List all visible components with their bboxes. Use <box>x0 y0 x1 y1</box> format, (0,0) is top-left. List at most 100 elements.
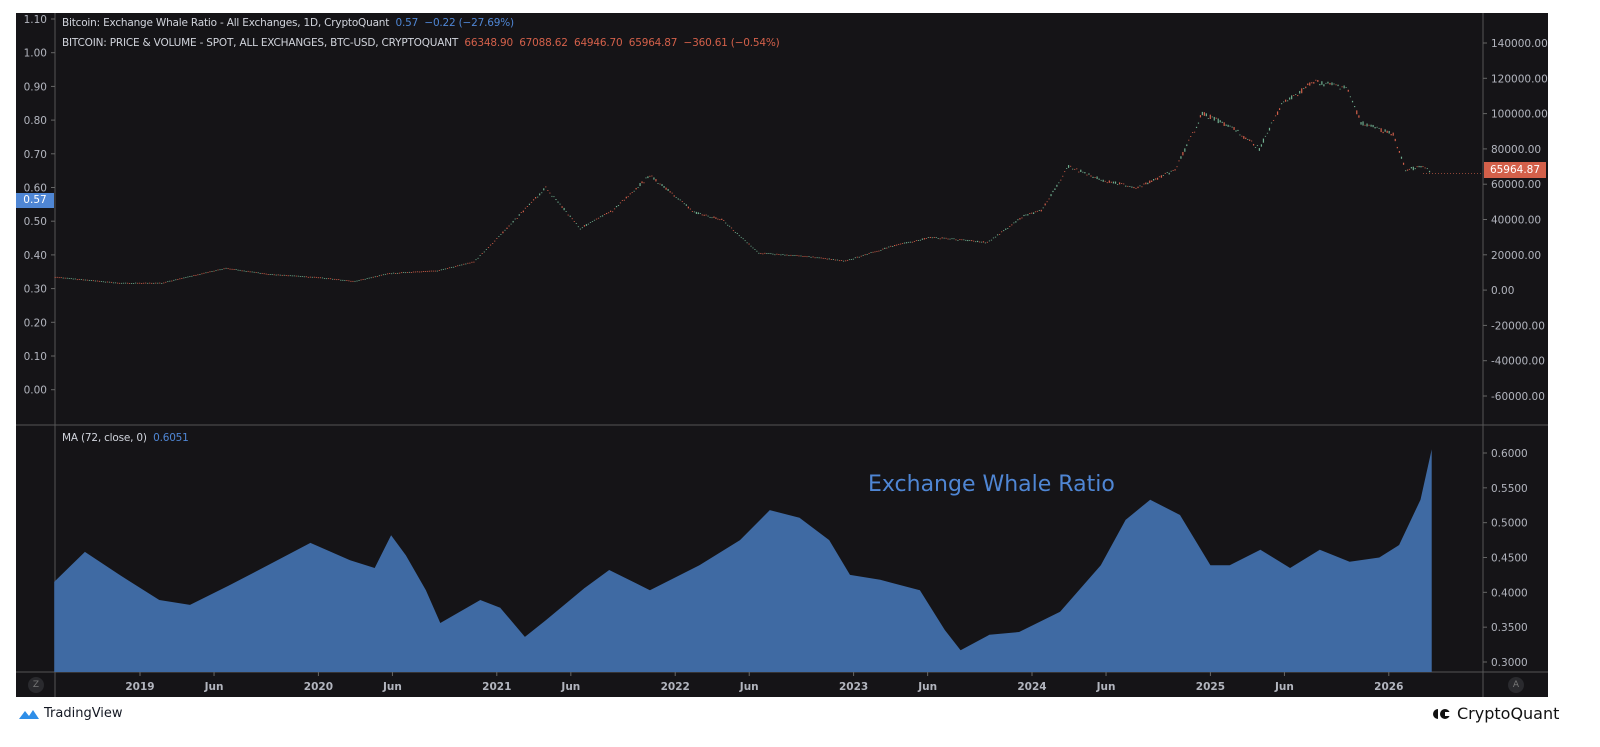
price-candle <box>285 274 287 276</box>
price-candle <box>816 257 818 259</box>
price-candle <box>1121 183 1123 184</box>
price-candle <box>980 241 983 243</box>
price-candle <box>1426 168 1428 170</box>
price-candle <box>838 260 841 262</box>
price-candle <box>1303 88 1305 90</box>
price-candle <box>500 234 502 235</box>
left-tick-label: 0.00 <box>24 385 47 397</box>
price-candle <box>504 229 506 231</box>
price-candle <box>959 239 961 240</box>
price-candle <box>1162 175 1164 176</box>
price-candle <box>748 243 750 245</box>
price-candle <box>424 270 426 272</box>
time-tick-label: Jun <box>917 681 937 693</box>
price-candle <box>846 259 849 261</box>
price-candle <box>1219 120 1221 123</box>
price-candle <box>740 236 742 238</box>
price-candle <box>631 192 633 194</box>
price-candle <box>834 259 837 261</box>
price-candle <box>223 268 225 270</box>
price-candle <box>430 270 432 272</box>
price-candle <box>1112 181 1115 184</box>
price-candle <box>471 261 473 263</box>
price-candle <box>442 268 445 270</box>
price-candle <box>810 256 812 258</box>
price-candle <box>976 240 979 243</box>
price-candle <box>1092 176 1094 179</box>
price-candle <box>153 282 155 284</box>
price-candle <box>1066 167 1068 169</box>
price-candle <box>1009 225 1011 227</box>
time-tick-label: 2024 <box>1017 681 1046 693</box>
price-candle <box>1050 194 1052 197</box>
price-candle <box>665 187 667 190</box>
price-candle <box>116 282 119 284</box>
price-candle <box>139 282 141 284</box>
price-candle <box>760 253 762 254</box>
price-candle <box>850 258 853 260</box>
price-candle <box>1217 118 1219 124</box>
price-candle <box>1412 166 1414 171</box>
price-candle <box>794 255 796 256</box>
price-candle <box>360 279 362 281</box>
price-candle <box>1160 175 1163 178</box>
price-candle <box>707 215 709 217</box>
price-candle <box>806 256 808 258</box>
price-candle <box>601 215 604 217</box>
price-candle <box>372 276 374 278</box>
price-candle <box>681 201 683 203</box>
price-candle <box>547 190 549 191</box>
price-candle <box>1088 173 1090 175</box>
timezone-button[interactable]: Z <box>28 677 44 693</box>
price-candle <box>746 242 748 244</box>
price-candle <box>1192 132 1194 134</box>
price-candle <box>147 282 149 284</box>
price-candle <box>1364 124 1366 126</box>
price-candle <box>870 252 872 254</box>
price-candle <box>649 175 651 177</box>
price-candle <box>384 273 387 275</box>
auto-scale-button[interactable]: A <box>1508 677 1524 693</box>
price-candle <box>1186 144 1188 147</box>
price-candle <box>163 282 165 284</box>
price-candle <box>1388 130 1390 134</box>
right-tick-label: 120000.00 <box>1491 73 1548 85</box>
price-candle <box>102 281 105 283</box>
price-candle <box>667 188 669 191</box>
price-candle <box>165 281 167 283</box>
price-candle <box>752 247 754 249</box>
price-candle <box>947 238 949 240</box>
price-candle <box>187 276 189 278</box>
price-candle <box>723 220 725 221</box>
price-candle <box>275 274 277 276</box>
price-candle <box>1247 139 1249 140</box>
price-candle <box>428 270 430 272</box>
cryptoquant-icon <box>1433 708 1451 719</box>
price-candle <box>907 241 910 243</box>
price-candle <box>512 220 514 223</box>
price-candle <box>84 279 86 281</box>
price-candle <box>613 208 616 210</box>
price-candle <box>179 278 181 280</box>
price-candle <box>185 277 187 278</box>
price-candle <box>1158 176 1161 178</box>
price-candle <box>388 273 391 274</box>
price-candle <box>1233 127 1235 130</box>
price-candle <box>177 279 179 280</box>
price-candle <box>261 272 263 274</box>
price-candle <box>772 253 774 255</box>
price-candle <box>1199 115 1202 118</box>
price-candle <box>830 259 832 260</box>
price-candle <box>110 281 113 283</box>
price-candle <box>651 175 653 177</box>
price-candle <box>461 264 463 266</box>
price-candle <box>623 199 625 201</box>
price-candle <box>736 232 738 234</box>
price-candle <box>88 279 90 281</box>
price-candle <box>1110 181 1112 183</box>
price-candle <box>909 241 912 243</box>
price-candle <box>1005 228 1007 230</box>
price-candle <box>265 273 267 275</box>
price-candle <box>1362 121 1364 126</box>
